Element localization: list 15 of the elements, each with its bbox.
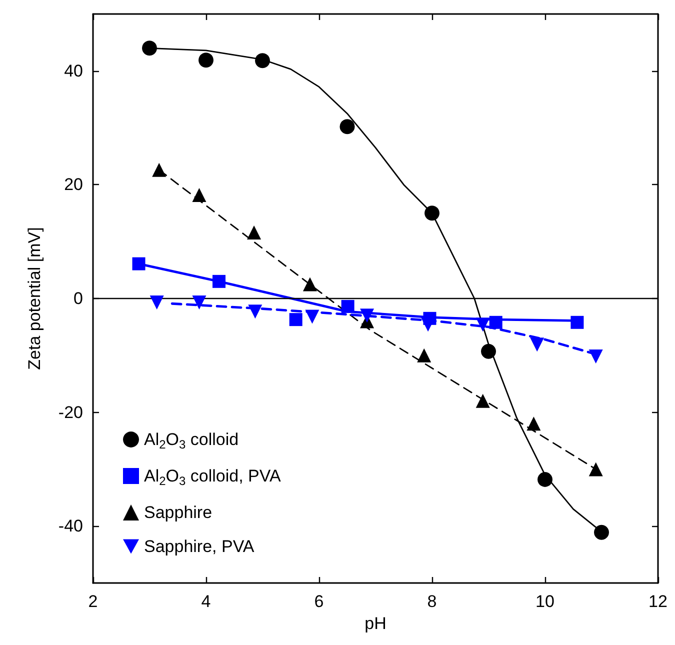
legend-label: Sapphire	[144, 503, 212, 522]
x-tick-label: 12	[648, 592, 668, 611]
x-tick-label: 10	[536, 592, 554, 611]
x-tick-label: 2	[88, 592, 98, 611]
y-tick-label: 20	[64, 175, 83, 194]
y-tick-label: 0	[74, 289, 83, 308]
x-tick-label: 4	[201, 592, 211, 611]
y-tick-label: -40	[58, 516, 83, 536]
legend-label: Sapphire, PVA	[144, 537, 255, 556]
x-tick-label: 8	[427, 592, 437, 611]
y-tick-label: 40	[64, 61, 83, 80]
x-tick-label: 6	[314, 592, 324, 611]
x-axis-title: pH	[364, 614, 386, 633]
y-axis-title: Zeta potential [mV]	[25, 227, 44, 370]
y-tick-label: -20	[58, 402, 83, 422]
